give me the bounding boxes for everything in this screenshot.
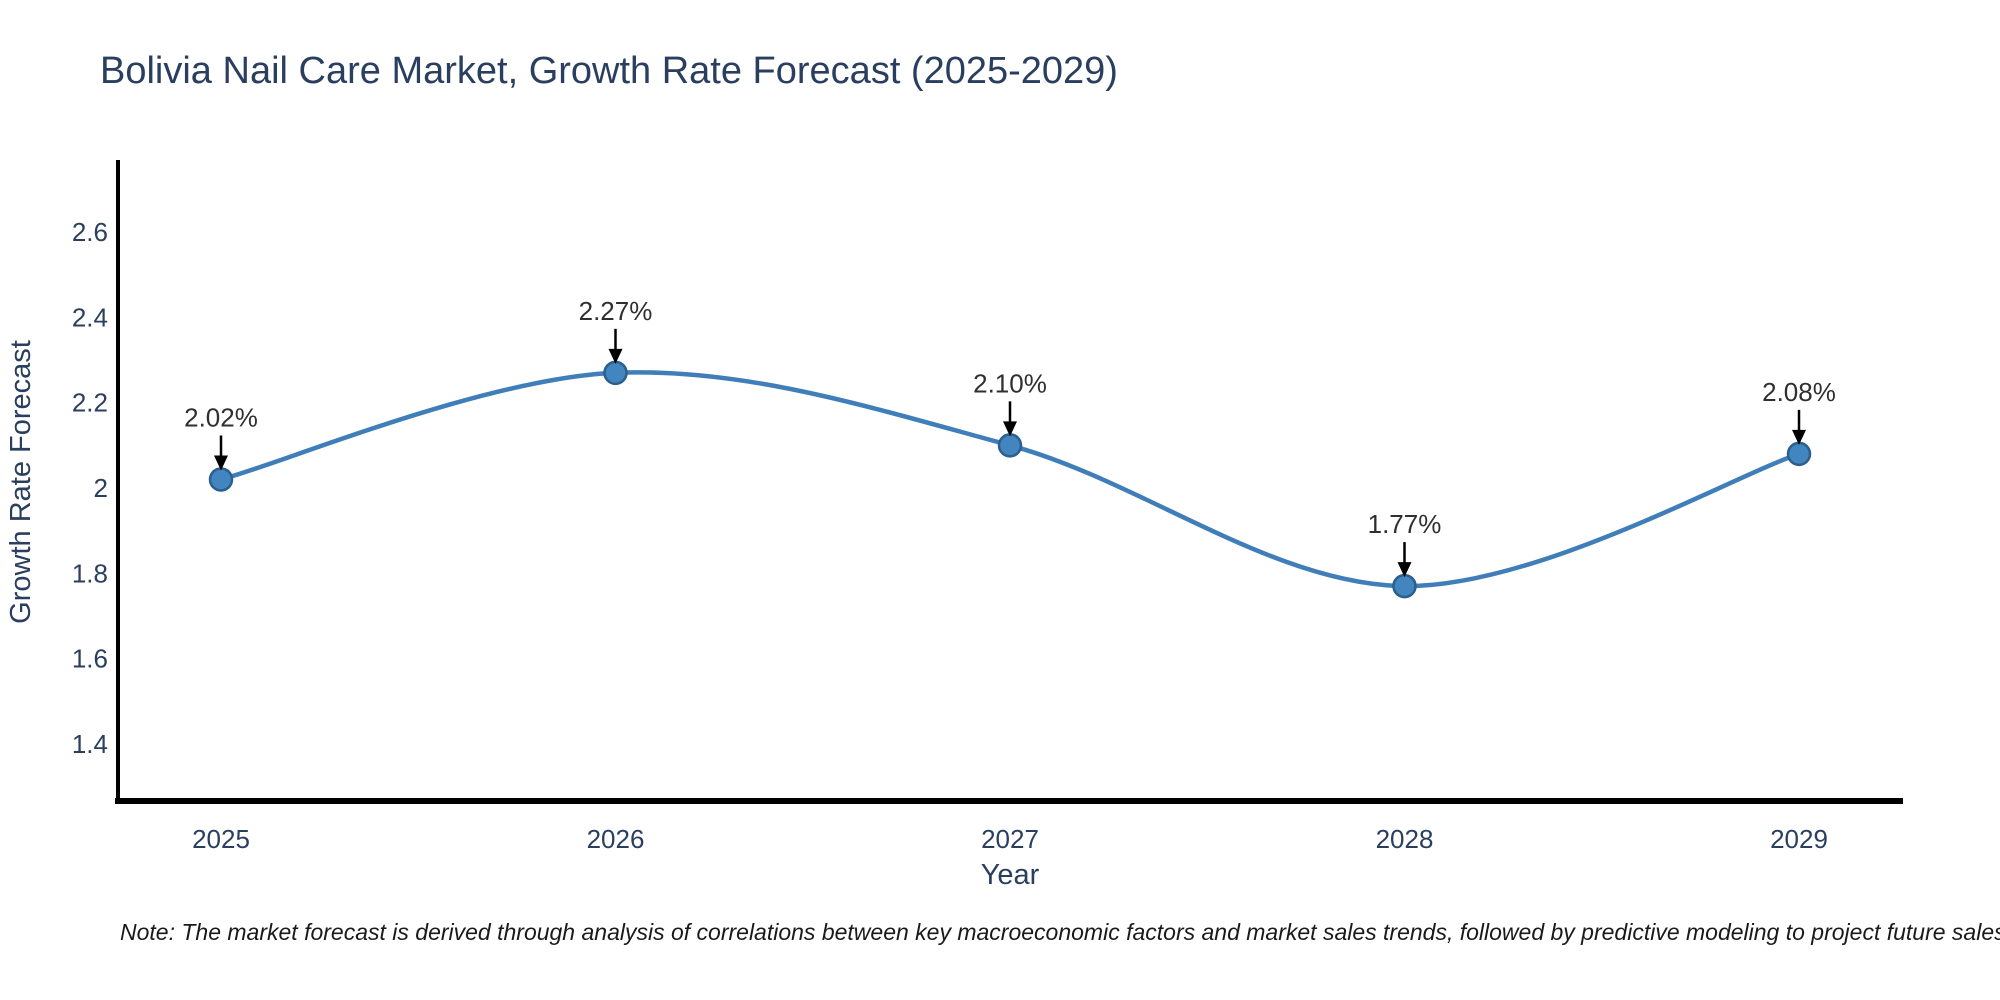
- annotation-arrowhead-icon: [1003, 421, 1017, 437]
- data-point-marker[interactable]: [603, 360, 628, 386]
- y-tick-label: 2.4: [72, 302, 108, 332]
- data-point-marker[interactable]: [1786, 441, 1812, 467]
- point-annotation: 1.77%: [1368, 509, 1442, 578]
- x-tick-label: 2025: [192, 824, 250, 854]
- point-annotation: 2.08%: [1762, 377, 1836, 445]
- footnote: Note: The market forecast is derived thr…: [120, 919, 2000, 945]
- y-tick-label: 1.4: [72, 729, 108, 759]
- annotation-arrowhead-icon: [214, 455, 228, 471]
- annotation-arrowhead-icon: [608, 348, 623, 364]
- point-value-label: 2.10%: [973, 368, 1047, 398]
- point-annotation: 2.02%: [184, 402, 258, 471]
- point-value-label: 1.77%: [1368, 509, 1442, 539]
- y-axis-title: Growth Rate Forecast: [5, 340, 37, 624]
- y-tick-label: 2: [94, 473, 108, 503]
- x-tick-label: 2027: [981, 824, 1039, 854]
- chart-title: Bolivia Nail Care Market, Growth Rate Fo…: [100, 50, 1118, 92]
- y-tick-label: 2.2: [72, 388, 108, 418]
- x-axis-title: Year: [981, 859, 1040, 891]
- y-tick-label: 1.6: [72, 644, 108, 674]
- point-value-label: 2.27%: [579, 296, 653, 326]
- data-point-marker[interactable]: [208, 467, 234, 492]
- data-point-annotations: 2.02% 2.27% 2.10% 1.77% 2.08%: [184, 296, 1836, 578]
- point-annotation: 2.10%: [973, 368, 1047, 437]
- data-point-markers: [208, 360, 1812, 599]
- y-tick-label: 1.8: [72, 558, 108, 588]
- x-tick-label: 2026: [587, 824, 645, 854]
- point-value-label: 2.02%: [184, 402, 258, 432]
- annotation-arrowhead-icon: [1792, 429, 1806, 445]
- x-tick-labels: 2025 2026 2027 2028 2029: [192, 824, 1828, 854]
- point-value-label: 2.08%: [1762, 377, 1836, 407]
- data-point-marker[interactable]: [1392, 573, 1417, 599]
- x-tick-label: 2028: [1376, 824, 1434, 854]
- y-tick-label: 2.6: [72, 217, 108, 247]
- x-tick-label: 2029: [1770, 824, 1828, 854]
- point-annotation: 2.27%: [579, 296, 653, 364]
- annotation-arrowhead-icon: [1397, 562, 1412, 578]
- y-tick-labels: 2.6 2.4 2.2 2 1.8 1.6 1.4: [72, 217, 108, 759]
- data-point-marker[interactable]: [997, 433, 1023, 458]
